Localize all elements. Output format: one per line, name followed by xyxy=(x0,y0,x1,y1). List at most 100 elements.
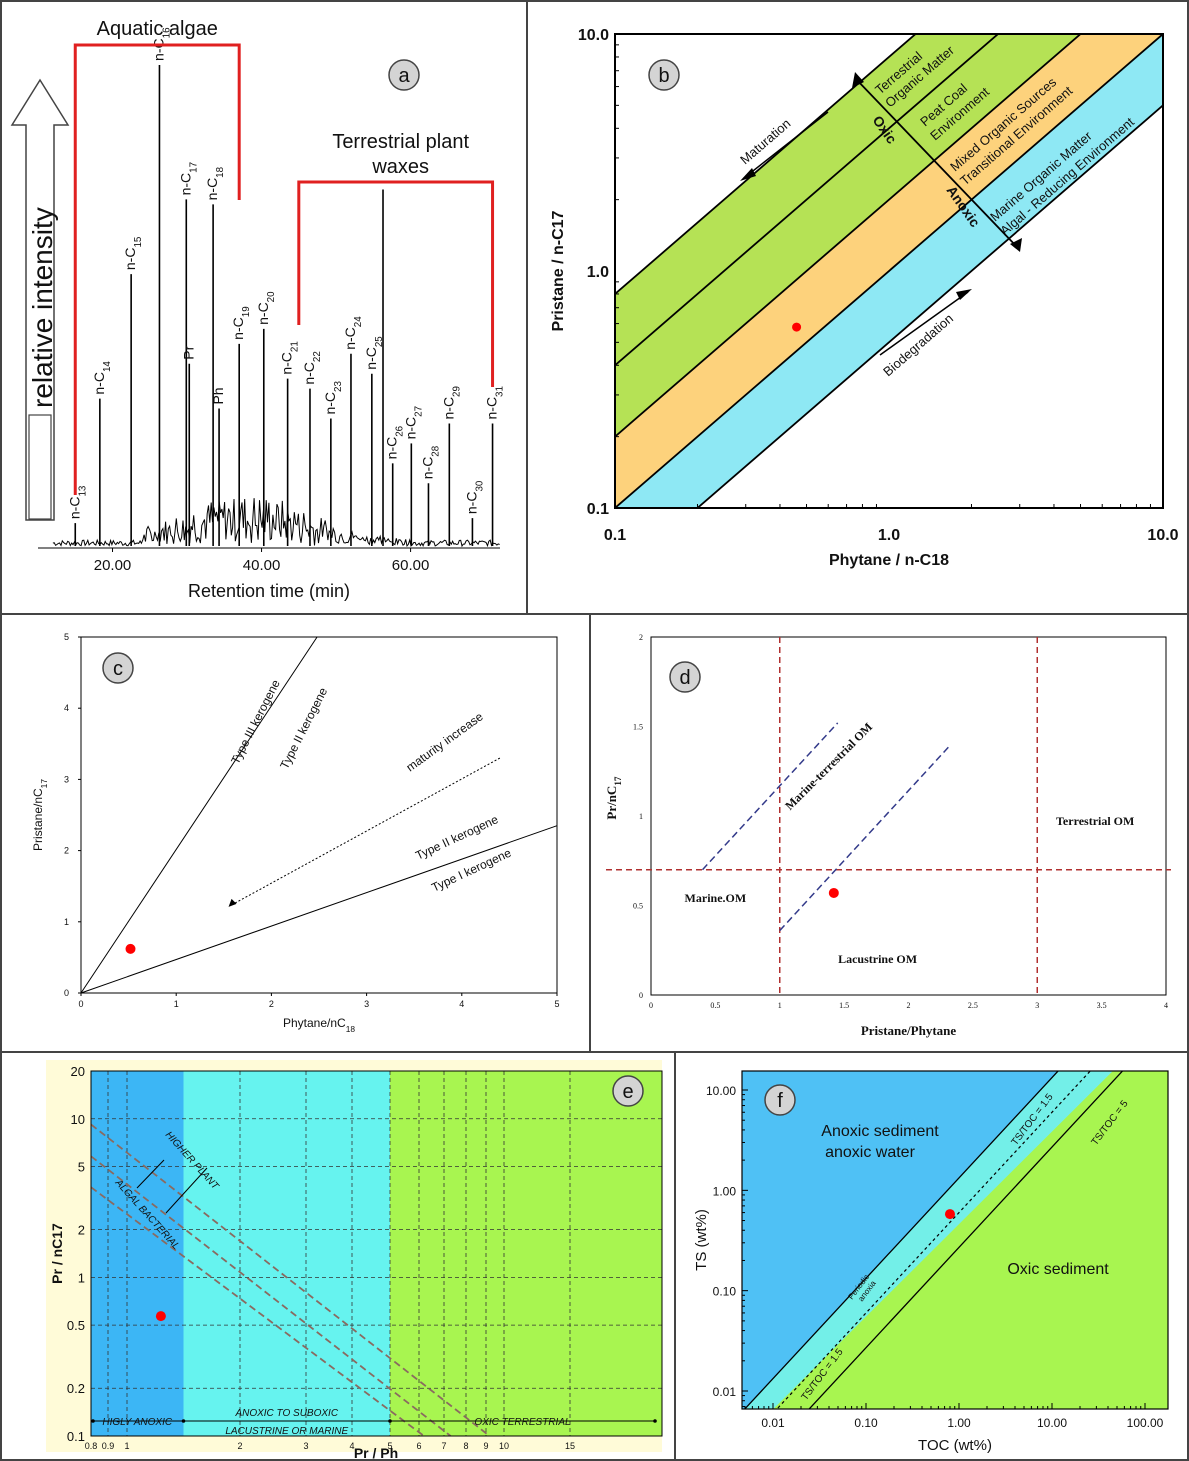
region-label: Terrestrial OM xyxy=(1056,814,1134,828)
zone-label: LACUSTRINE OR MARINE xyxy=(225,1426,348,1437)
x-axis-label: TOC (wt%) xyxy=(918,1437,992,1454)
x-axis-label: Phytane/nC18 xyxy=(283,1016,355,1034)
maturation-arrow xyxy=(743,111,829,179)
x-tick-label: 0 xyxy=(78,999,83,1009)
x-tick-label: 4 xyxy=(349,1441,354,1451)
peak-label: n-C28 xyxy=(419,445,441,479)
plot-frame xyxy=(80,636,558,994)
peak-label: n-C30 xyxy=(463,480,485,514)
double-arrow xyxy=(165,1167,208,1214)
region-suboxic xyxy=(183,1071,390,1436)
x-tick-label: 4 xyxy=(1164,1001,1168,1010)
panel-badge xyxy=(612,1075,644,1107)
y-axis-arrow-box xyxy=(28,414,52,520)
chromatogram-baseline xyxy=(52,498,500,548)
x-tick-label: 6 xyxy=(416,1441,421,1451)
y-axis-arrow xyxy=(10,78,70,521)
panel-badge-label: e xyxy=(622,1081,633,1103)
y-tick-label: 1.5 xyxy=(633,723,643,732)
y-axis-label: Pristane / n-C17 xyxy=(550,210,567,331)
group-label: Terrestrial plant xyxy=(332,131,469,153)
y-axis-label: TS (wt%) xyxy=(693,1209,710,1271)
ratio-line xyxy=(808,1071,1124,1409)
x-tick-label: 1 xyxy=(778,1001,782,1010)
peak-label: n-C21 xyxy=(279,341,301,374)
y-tick-label: 0.2 xyxy=(67,1381,85,1396)
zone-arrow-mark xyxy=(91,1419,95,1423)
x-tick-label: 0.01 xyxy=(761,1416,785,1430)
zone-arrow-mark xyxy=(388,1419,392,1423)
sample-point xyxy=(125,943,136,954)
ratio-line xyxy=(696,104,1163,508)
oxic-anoxic-divider xyxy=(854,77,1019,249)
plot-area xyxy=(742,1071,1168,1409)
y-tick-label: 0.10 xyxy=(713,1285,737,1299)
peak-label: n-C13 xyxy=(66,485,88,519)
panel-badge-label: d xyxy=(679,667,690,689)
x-axis-label: Retention time (min) xyxy=(188,581,350,601)
kerogen-line xyxy=(80,825,558,994)
region-label: Oxic sediment xyxy=(1007,1261,1109,1278)
x-tick-label: 3 xyxy=(1035,1001,1039,1010)
peak-label: n-C25 xyxy=(363,336,385,370)
panel-badge xyxy=(764,1084,796,1116)
x-axis-label: Pristane/Phytane xyxy=(861,1023,957,1038)
kerogen-line xyxy=(80,636,318,994)
y-tick-label: 10.0 xyxy=(578,27,609,44)
arrow-head xyxy=(1010,238,1022,252)
x-tick-label: 8 xyxy=(463,1441,468,1451)
x-tick-label: 3 xyxy=(364,999,369,1009)
region-label: Lacustrine OM xyxy=(838,952,917,966)
peak-label: n-C29 xyxy=(440,386,462,419)
ratio-line-dashed xyxy=(776,1071,1092,1409)
y-tick-label: 20 xyxy=(71,1064,85,1079)
ratio-line xyxy=(615,34,917,296)
y-tick-label: 2 xyxy=(64,846,69,856)
y-tick-label: 1.00 xyxy=(713,1184,737,1198)
zone-arrow-mark xyxy=(181,1419,186,1423)
peak-label: n-C23 xyxy=(322,381,344,415)
y-tick-label: 10 xyxy=(71,1112,85,1127)
panel-a: 20.00 40.00 60.00 Retention time (min) relat… xyxy=(10,18,505,601)
panel-badge-label: b xyxy=(658,65,669,87)
x-tick-label: 1.00 xyxy=(947,1416,971,1430)
x-tick-label: 5 xyxy=(554,999,559,1009)
y-tick-label: 2 xyxy=(78,1223,85,1238)
plot-area xyxy=(91,1071,662,1436)
ratio-line xyxy=(743,1071,1059,1409)
arrow-head xyxy=(740,168,756,181)
double-arrow xyxy=(136,1159,165,1189)
plot-area xyxy=(615,34,1163,508)
y-tick-label: 5 xyxy=(64,632,69,642)
panel-f: 0.01 0.10 1.00 10.00 100.00 0.01 0.10 1.00 10.00… xyxy=(693,1070,1169,1454)
ratio-line xyxy=(615,34,1082,438)
y-axis-label: Pr / nC17 xyxy=(49,1223,65,1284)
x-tick-label: 4 xyxy=(459,999,464,1009)
y-tick-label: 4 xyxy=(64,703,69,713)
plot-frame xyxy=(650,636,1167,996)
peak-label: n-C17 xyxy=(177,162,199,195)
x-tick-label: 2 xyxy=(907,1001,911,1010)
region-anoxic xyxy=(91,1071,184,1436)
peak-label: n-C19 xyxy=(230,306,252,339)
ratio-line xyxy=(615,34,1000,367)
y-tick-label: 0 xyxy=(639,991,643,1000)
arrow-head xyxy=(852,72,864,88)
group-label: Aquatic algae xyxy=(97,18,218,40)
x-tick-label: 2.5 xyxy=(968,1001,978,1010)
panel-badge-label: f xyxy=(777,1090,783,1112)
x-tick-label: 3 xyxy=(303,1441,308,1451)
boundary-line xyxy=(779,743,952,932)
peak-label: n-C22 xyxy=(301,351,323,384)
boundary-line xyxy=(91,1186,425,1436)
y-axis-label: Pr/nC17 xyxy=(604,776,623,820)
ratio-line xyxy=(615,34,1163,508)
region-oxic xyxy=(390,1071,662,1436)
x-tick-label: 20.00 xyxy=(94,557,132,574)
y-tick-label: 1.0 xyxy=(587,264,609,281)
group-bracket-terrestrial xyxy=(297,180,495,387)
x-tick-label: 2 xyxy=(237,1441,242,1451)
y-tick-label: 10.00 xyxy=(706,1084,736,1098)
y-tick-label: 1 xyxy=(639,812,643,821)
zone-label: ANOXIC TO SUBOXIC xyxy=(234,1408,338,1419)
